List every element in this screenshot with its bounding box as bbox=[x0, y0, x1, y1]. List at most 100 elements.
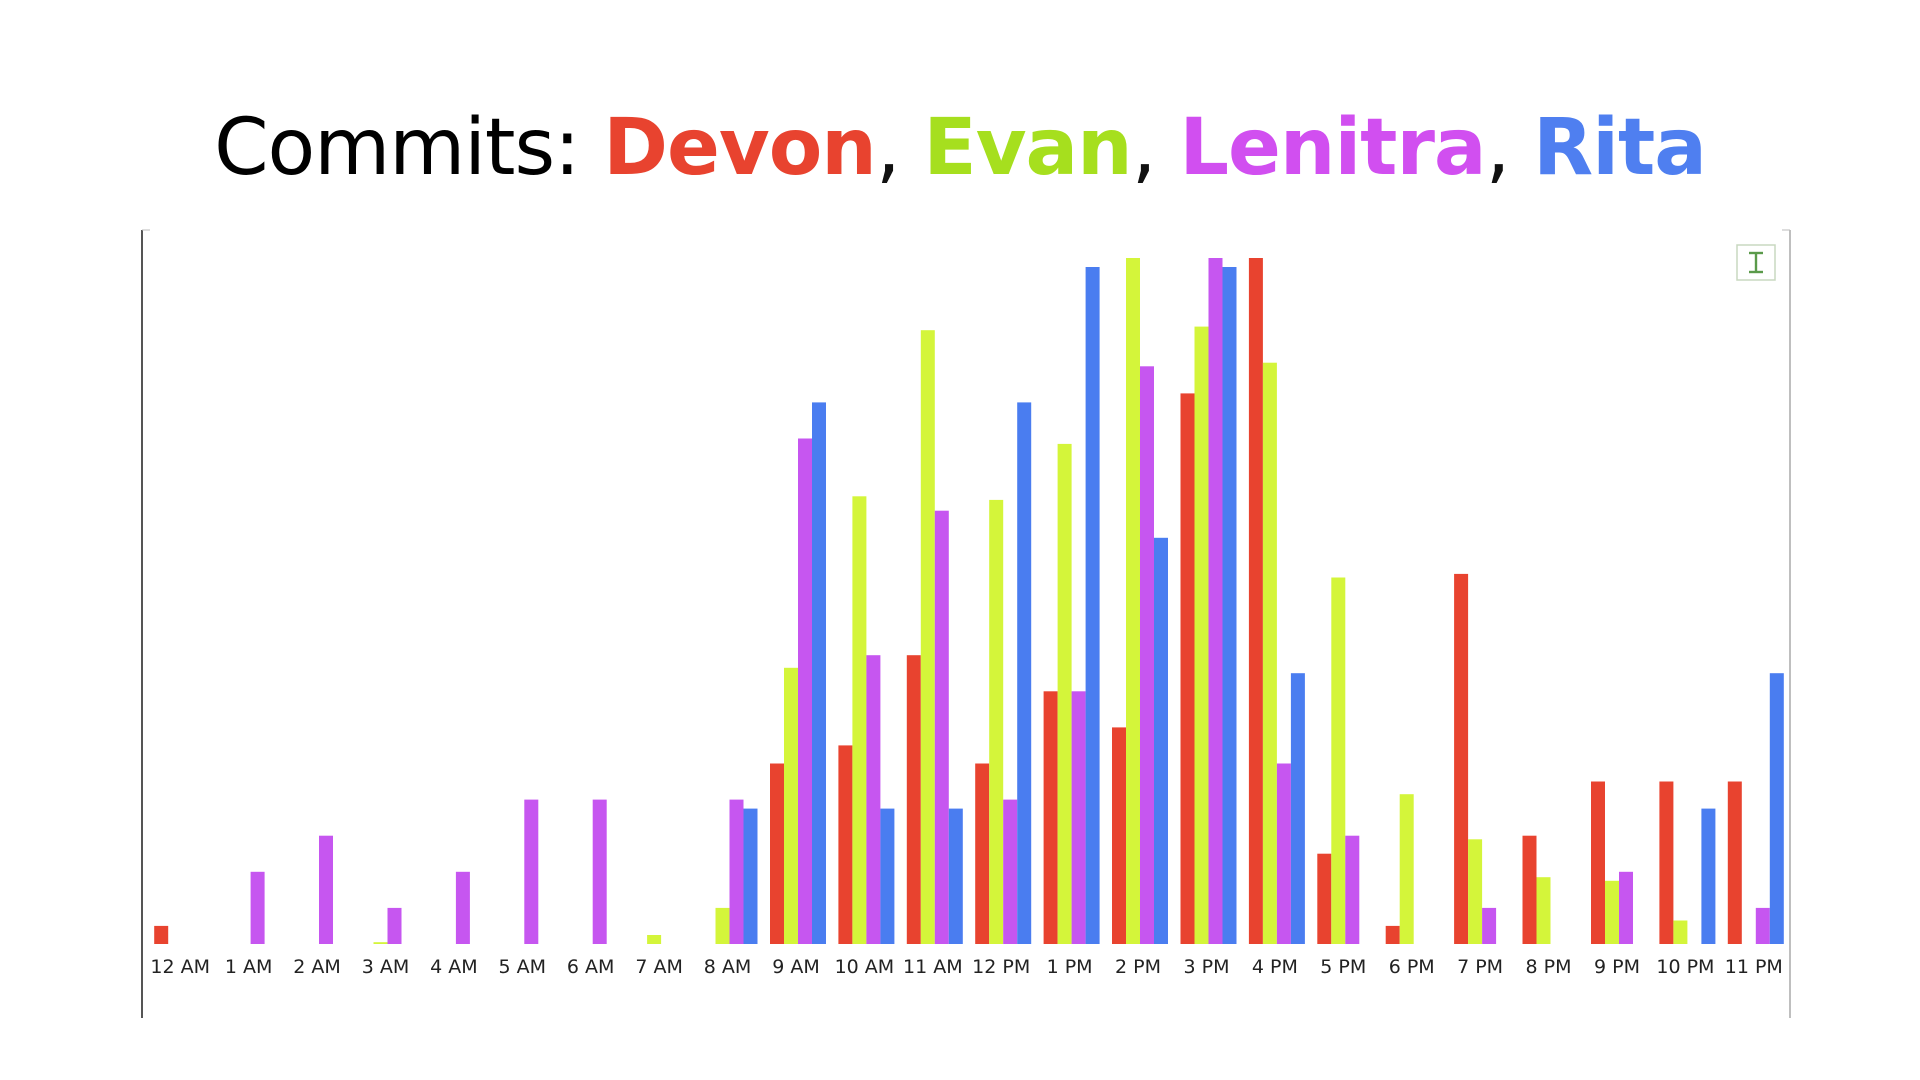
x-tick-label: 6 PM bbox=[1389, 956, 1435, 978]
bar-rita-12-pm bbox=[1017, 402, 1032, 944]
bar-devon-9-am bbox=[770, 763, 784, 944]
bar-evan-10-pm bbox=[1673, 920, 1688, 944]
bar-lenitra-11-pm bbox=[1755, 907, 1770, 944]
bar-lenitra-4-am bbox=[455, 871, 470, 944]
bar-evan-12-pm bbox=[989, 499, 1004, 944]
bar-lenitra-8-am bbox=[729, 799, 744, 944]
bar-lenitra-2-am bbox=[319, 835, 333, 944]
title-separator: , bbox=[875, 103, 901, 193]
bar-devon-1-pm bbox=[1043, 691, 1058, 944]
bar-evan-9-am bbox=[784, 667, 798, 944]
bar-rita-9-am bbox=[812, 402, 826, 944]
x-tick-label: 3 PM bbox=[1184, 956, 1230, 978]
bar-lenitra-6-am bbox=[592, 799, 607, 944]
x-tick-label: 8 AM bbox=[704, 956, 752, 978]
bar-lenitra-7-pm bbox=[1482, 907, 1497, 944]
x-tick-labels: 12 AM 1 AM 2 AM 3 AM 4 AM 5 AM 6 AM 7 AM 8 AM 9 A… bbox=[150, 956, 1782, 978]
x-tick-label: 2 PM bbox=[1115, 956, 1161, 978]
x-tick-label: 11 PM bbox=[1725, 956, 1783, 978]
bar-lenitra-2-pm bbox=[1140, 366, 1154, 944]
bar-devon-5-pm bbox=[1317, 853, 1332, 944]
bar-evan-9-pm bbox=[1605, 880, 1619, 944]
x-tick-label: 9 PM bbox=[1594, 956, 1640, 978]
bar-lenitra-12-pm bbox=[1003, 799, 1018, 944]
chart-frame bbox=[141, 229, 1791, 1018]
bar-devon-8-pm bbox=[1522, 835, 1537, 944]
bar-evan-3-am bbox=[373, 942, 388, 944]
x-tick-label: 1 AM bbox=[225, 956, 273, 978]
bar-devon-10-am bbox=[838, 745, 853, 944]
x-tick-label: 1 PM bbox=[1047, 956, 1093, 978]
x-tick-label: 2 AM bbox=[293, 956, 341, 978]
bar-lenitra-11-am bbox=[934, 510, 949, 944]
bar-evan-8-pm bbox=[1536, 877, 1551, 944]
x-tick-label: 7 PM bbox=[1457, 956, 1503, 978]
x-tick-label: 4 AM bbox=[430, 956, 478, 978]
bar-rita-8-am bbox=[743, 808, 758, 944]
bar-rita-3-pm bbox=[1222, 267, 1237, 944]
text-cursor-icon bbox=[1749, 251, 1763, 274]
bar-devon-6-pm bbox=[1385, 925, 1400, 944]
bar-evan-8-am bbox=[715, 907, 730, 944]
bar-evan-6-pm bbox=[1399, 794, 1414, 944]
x-tick-label: 5 PM bbox=[1320, 956, 1366, 978]
bar-evan-1-pm bbox=[1057, 443, 1072, 944]
x-tick-label: 4 PM bbox=[1252, 956, 1298, 978]
title-name-evan: Evan bbox=[923, 103, 1132, 193]
x-tick-label: 10 AM bbox=[835, 956, 895, 978]
bar-evan-7-am bbox=[647, 935, 662, 944]
title-prefix: Commits: bbox=[214, 103, 580, 193]
bar-rita-11-pm bbox=[1769, 673, 1784, 944]
bar-devon-11-pm bbox=[1727, 781, 1742, 944]
bar-lenitra-4-pm bbox=[1276, 763, 1291, 944]
title-name-lenitra: Lenitra bbox=[1179, 103, 1486, 193]
bar-devon-2-pm bbox=[1112, 727, 1126, 944]
bar-devon-11-am bbox=[906, 655, 921, 944]
bar-rita-11-am bbox=[948, 808, 963, 944]
bar-devon-10-pm bbox=[1659, 781, 1674, 944]
x-tick-label: 12 AM bbox=[150, 956, 210, 978]
bar-evan-5-pm bbox=[1331, 577, 1346, 944]
bar-devon-3-pm bbox=[1180, 393, 1195, 944]
title-separator: , bbox=[1131, 103, 1157, 193]
bar-lenitra-9-am bbox=[798, 438, 812, 944]
x-tick-label: 9 AM bbox=[772, 956, 820, 978]
bar-evan-4-pm bbox=[1262, 362, 1277, 944]
x-tick-label: 6 AM bbox=[567, 956, 615, 978]
bar-lenitra-1-am bbox=[250, 871, 265, 944]
x-tick-label: 12 PM bbox=[972, 956, 1030, 978]
bar-evan-10-am bbox=[852, 496, 867, 944]
bar-evan-7-pm bbox=[1468, 839, 1483, 944]
bar-devon-9-pm bbox=[1591, 781, 1605, 944]
bar-rita-10-am bbox=[880, 808, 895, 944]
bar-rita-2-pm bbox=[1154, 537, 1168, 944]
x-tick-label: 7 AM bbox=[635, 956, 683, 978]
title-name-rita: Rita bbox=[1533, 103, 1707, 193]
bar-devon-7-pm bbox=[1454, 573, 1469, 944]
bar-evan-2-pm bbox=[1126, 258, 1140, 944]
x-tick-label: 3 AM bbox=[362, 956, 410, 978]
bar-lenitra-9-pm bbox=[1619, 871, 1633, 944]
title-name-devon: Devon bbox=[603, 103, 877, 193]
bar-devon-4-pm bbox=[1248, 258, 1263, 944]
title-separator: , bbox=[1485, 103, 1511, 193]
bar-devon-12-pm bbox=[975, 763, 990, 944]
bar-lenitra-3-am bbox=[387, 907, 402, 944]
bar-evan-11-am bbox=[920, 330, 935, 944]
bar-lenitra-10-am bbox=[866, 655, 881, 944]
x-tick-label: 11 AM bbox=[903, 956, 963, 978]
bar-rita-10-pm bbox=[1701, 808, 1716, 944]
bars-group bbox=[154, 258, 1784, 945]
bar-rita-1-pm bbox=[1085, 267, 1100, 944]
bar-lenitra-5-am bbox=[524, 799, 539, 944]
bar-lenitra-3-pm bbox=[1208, 258, 1223, 944]
bar-lenitra-1-pm bbox=[1071, 691, 1086, 944]
x-tick-label: 5 AM bbox=[499, 956, 547, 978]
bar-devon-12-am bbox=[154, 925, 169, 944]
text-cursor-tool[interactable] bbox=[1736, 244, 1776, 281]
bar-lenitra-5-pm bbox=[1345, 835, 1360, 944]
x-tick-label: 8 PM bbox=[1526, 956, 1572, 978]
bar-rita-4-pm bbox=[1290, 673, 1305, 944]
x-tick-label: 10 PM bbox=[1656, 956, 1714, 978]
